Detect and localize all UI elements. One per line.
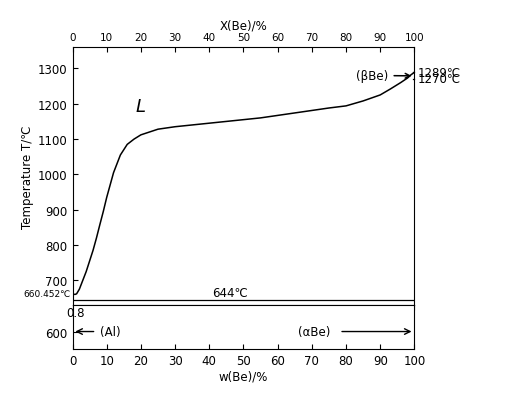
Text: (Al): (Al) (100, 325, 121, 338)
Text: 660.452℃: 660.452℃ (23, 289, 71, 298)
X-axis label: w(Be)/%: w(Be)/% (219, 369, 268, 383)
Text: 644℃: 644℃ (212, 286, 248, 299)
Y-axis label: Temperature T/℃: Temperature T/℃ (21, 125, 34, 228)
Text: (βBe): (βBe) (356, 70, 410, 83)
Text: 0.8: 0.8 (66, 306, 84, 319)
Text: (αBe): (αBe) (298, 325, 330, 338)
Text: L: L (136, 97, 146, 115)
X-axis label: X(Be)/%: X(Be)/% (220, 19, 267, 32)
Text: 1270℃: 1270℃ (418, 73, 461, 86)
Text: 1289℃: 1289℃ (418, 67, 461, 80)
